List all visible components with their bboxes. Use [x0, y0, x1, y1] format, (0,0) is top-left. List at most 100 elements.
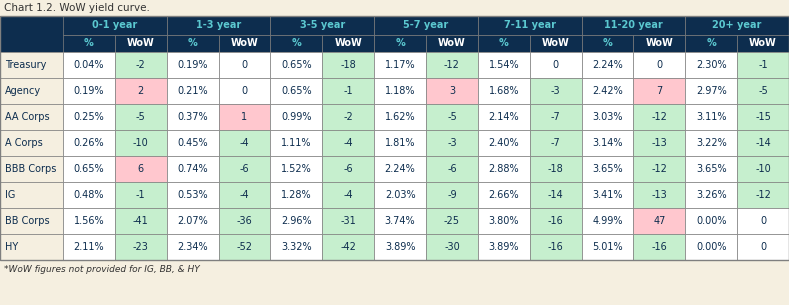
Text: -4: -4 — [240, 190, 249, 200]
Bar — [271, 234, 322, 260]
Bar — [374, 130, 426, 156]
Bar — [63, 208, 115, 234]
Bar — [166, 156, 219, 182]
Bar — [374, 35, 426, 52]
Bar — [166, 130, 219, 156]
Bar — [166, 182, 219, 208]
Text: WoW: WoW — [230, 38, 258, 48]
Bar — [634, 104, 686, 130]
Text: 0.99%: 0.99% — [281, 112, 312, 122]
Text: -5: -5 — [758, 86, 768, 96]
Text: 0.21%: 0.21% — [178, 86, 208, 96]
Text: 11-20 year: 11-20 year — [604, 20, 663, 31]
Bar — [581, 78, 634, 104]
Bar — [529, 182, 581, 208]
Text: -14: -14 — [548, 190, 563, 200]
Bar — [529, 156, 581, 182]
Text: -10: -10 — [755, 164, 771, 174]
Text: -1: -1 — [758, 60, 768, 70]
Bar — [322, 208, 374, 234]
Bar — [63, 35, 115, 52]
Bar — [219, 208, 271, 234]
Text: 2.30%: 2.30% — [696, 60, 727, 70]
Text: 0: 0 — [241, 86, 248, 96]
Bar — [737, 35, 789, 52]
Text: -16: -16 — [548, 216, 563, 226]
Text: -23: -23 — [133, 242, 148, 252]
Bar — [115, 104, 166, 130]
Bar — [529, 130, 581, 156]
Bar — [478, 52, 529, 78]
Text: -30: -30 — [444, 242, 460, 252]
Text: 20+ year: 20+ year — [712, 20, 762, 31]
Text: -10: -10 — [133, 138, 148, 148]
Text: IG: IG — [5, 190, 15, 200]
Bar — [426, 208, 478, 234]
Bar — [737, 156, 789, 182]
Bar — [0, 52, 63, 78]
Text: -15: -15 — [755, 112, 771, 122]
Bar — [166, 35, 219, 52]
Bar — [166, 78, 219, 104]
Text: 2.24%: 2.24% — [385, 164, 416, 174]
Text: 1.28%: 1.28% — [281, 190, 312, 200]
Bar — [322, 52, 374, 78]
Text: 5.01%: 5.01% — [593, 242, 623, 252]
Bar — [166, 52, 219, 78]
Text: Treasury: Treasury — [5, 60, 47, 70]
Bar — [478, 104, 529, 130]
Bar — [686, 156, 737, 182]
Text: WoW: WoW — [438, 38, 466, 48]
Text: 2.07%: 2.07% — [178, 216, 208, 226]
Bar — [478, 130, 529, 156]
Text: 1.62%: 1.62% — [385, 112, 415, 122]
Text: -9: -9 — [447, 190, 457, 200]
Text: BB Corps: BB Corps — [5, 216, 50, 226]
Bar — [0, 104, 63, 130]
Bar — [686, 35, 737, 52]
Bar — [322, 234, 374, 260]
Bar — [374, 104, 426, 130]
Text: 3.65%: 3.65% — [696, 164, 727, 174]
Text: 0: 0 — [656, 60, 663, 70]
Bar — [322, 182, 374, 208]
Bar — [271, 52, 322, 78]
Text: -16: -16 — [652, 242, 667, 252]
Bar — [686, 78, 737, 104]
Text: -7: -7 — [551, 138, 560, 148]
Text: -14: -14 — [755, 138, 771, 148]
Bar — [634, 208, 686, 234]
Text: 1.68%: 1.68% — [488, 86, 519, 96]
Text: 2.03%: 2.03% — [385, 190, 415, 200]
Bar — [322, 104, 374, 130]
Bar — [686, 104, 737, 130]
Text: 0.65%: 0.65% — [281, 60, 312, 70]
Bar — [634, 52, 686, 78]
Text: -5: -5 — [447, 112, 457, 122]
Text: 3.41%: 3.41% — [593, 190, 623, 200]
Text: -3: -3 — [551, 86, 560, 96]
Text: 2.97%: 2.97% — [696, 86, 727, 96]
Bar — [0, 16, 789, 260]
Bar — [426, 35, 478, 52]
Text: 3.32%: 3.32% — [281, 242, 312, 252]
Bar — [529, 78, 581, 104]
Bar — [63, 52, 115, 78]
Bar — [529, 35, 581, 52]
Text: 4.99%: 4.99% — [593, 216, 623, 226]
Bar — [271, 182, 322, 208]
Bar — [63, 104, 115, 130]
Text: 1.54%: 1.54% — [488, 60, 519, 70]
Text: WoW: WoW — [750, 38, 777, 48]
Text: 7-11 year: 7-11 year — [503, 20, 555, 31]
Text: 0.74%: 0.74% — [178, 164, 208, 174]
Text: Agency: Agency — [5, 86, 41, 96]
Text: 2.40%: 2.40% — [488, 138, 519, 148]
Text: *WoW figures not provided for IG, BB, & HY: *WoW figures not provided for IG, BB, & … — [4, 264, 200, 274]
Text: %: % — [84, 38, 94, 48]
Text: 0.00%: 0.00% — [696, 242, 727, 252]
Text: %: % — [291, 38, 301, 48]
Bar — [115, 78, 166, 104]
Bar — [63, 182, 115, 208]
Bar — [219, 52, 271, 78]
